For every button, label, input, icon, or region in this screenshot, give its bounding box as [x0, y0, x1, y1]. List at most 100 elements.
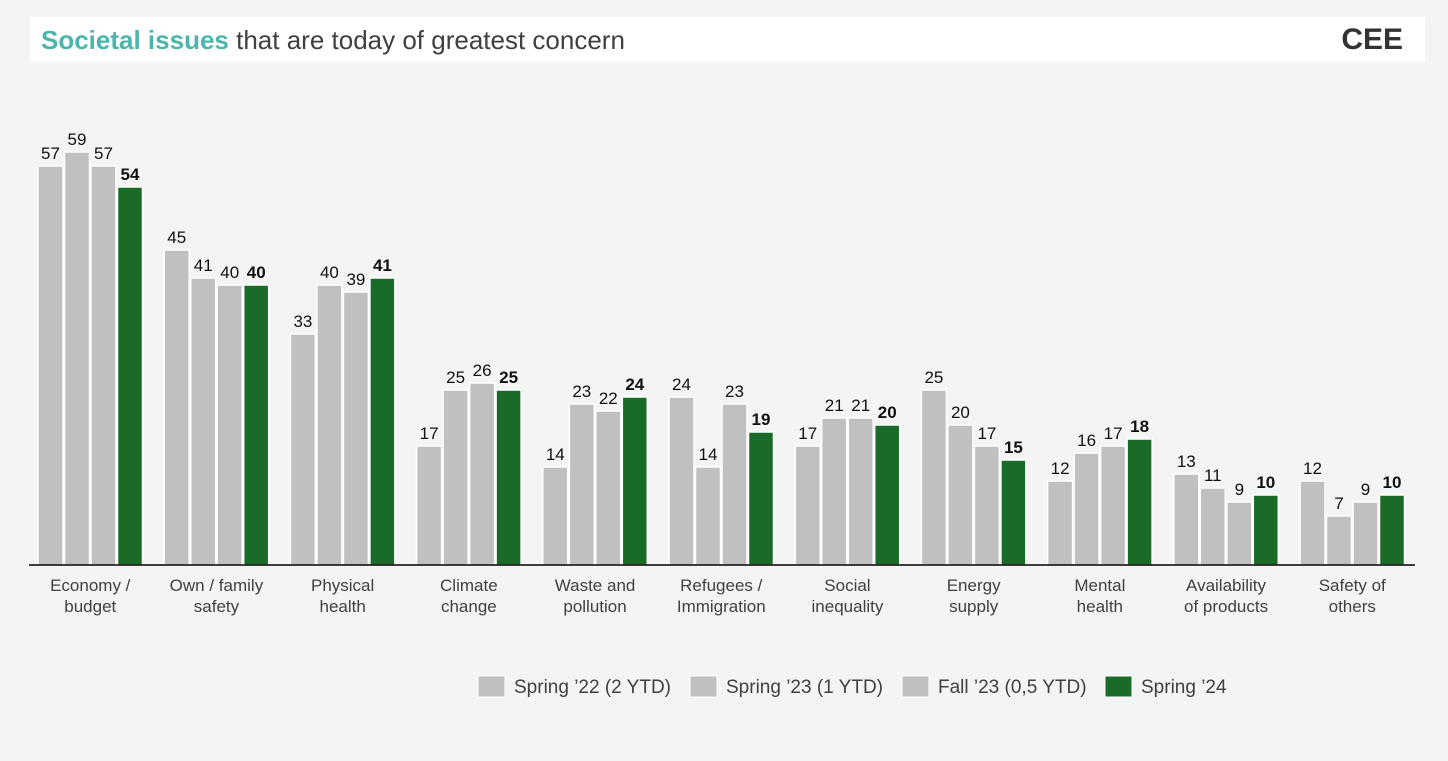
data-label: 33: [293, 312, 312, 331]
data-label: 7: [1334, 494, 1343, 513]
data-label: 39: [346, 270, 365, 289]
bar: [1173, 473, 1200, 566]
data-label: 24: [625, 375, 644, 394]
bar: [847, 417, 874, 566]
bar: [694, 466, 722, 566]
data-label: 17: [798, 424, 817, 443]
data-label: 19: [752, 410, 771, 429]
bar: [495, 389, 522, 566]
category-label: safety: [194, 597, 240, 616]
legend-label: Spring ’22 (2 YTD): [514, 677, 671, 698]
bar: [37, 165, 64, 566]
bar: [873, 424, 901, 566]
bar: [621, 396, 649, 566]
data-label: 12: [1303, 459, 1322, 478]
data-label: 59: [68, 130, 87, 149]
data-label: 14: [699, 445, 718, 464]
bar: [1199, 487, 1227, 566]
legend-swatch: [689, 675, 718, 698]
category-label: budget: [64, 597, 116, 616]
bar: [1000, 459, 1027, 566]
bar: [1378, 494, 1406, 566]
data-label: 9: [1361, 480, 1370, 499]
bar: [1099, 445, 1127, 566]
bar: [747, 431, 775, 566]
bar: [568, 403, 596, 566]
bar: [820, 417, 848, 566]
category-label: inequality: [812, 597, 884, 616]
data-label: 17: [420, 424, 439, 443]
data-label: 15: [1004, 438, 1023, 457]
data-label: 20: [878, 403, 897, 422]
bar: [721, 403, 748, 566]
data-label: 11: [1204, 466, 1222, 485]
data-label: 25: [446, 368, 465, 387]
bar: [973, 445, 1001, 566]
data-label: 10: [1256, 473, 1275, 492]
category-label: Energy: [947, 576, 1001, 595]
bar: [216, 284, 243, 566]
bar: [63, 151, 91, 566]
data-label: 24: [672, 375, 691, 394]
category-label: others: [1329, 597, 1376, 616]
region-label: CEE: [1341, 23, 1403, 56]
data-label: 13: [1177, 452, 1196, 471]
bar: [242, 284, 270, 566]
data-label: 25: [499, 368, 518, 387]
title-highlight: Societal issues: [41, 25, 229, 55]
data-label: 22: [599, 389, 618, 408]
bar: [794, 445, 821, 566]
data-label: 57: [41, 144, 60, 163]
category-label: Availability: [1186, 576, 1267, 595]
data-label: 41: [373, 256, 392, 275]
category-label: Social: [824, 576, 870, 595]
legend-label: Fall ’23 (0,5 YTD): [938, 677, 1087, 698]
bar: [1226, 501, 1253, 566]
legend-swatch: [901, 675, 930, 698]
bar: [90, 165, 117, 566]
category-label: Own / family: [170, 576, 264, 595]
bar: [1352, 501, 1379, 566]
data-label: 14: [546, 445, 565, 464]
bar: [163, 249, 190, 566]
category-label: Refugees /: [680, 576, 762, 595]
data-label: 41: [194, 256, 213, 275]
chart-title: Societal issues that are today of greate…: [41, 25, 625, 56]
legend-label: Spring ’23 (1 YTD): [726, 677, 883, 698]
category-label: Waste and: [555, 576, 636, 595]
data-label: 17: [977, 424, 996, 443]
category-label: Economy /: [50, 576, 131, 595]
data-label: 25: [924, 368, 943, 387]
category-label: health: [1077, 597, 1123, 616]
legend-label: Spring ’24: [1141, 677, 1227, 698]
data-label: 21: [825, 396, 844, 415]
bar: [1046, 480, 1074, 566]
category-label: supply: [949, 597, 999, 616]
bar: [595, 410, 622, 566]
category-label: of products: [1184, 597, 1268, 616]
bar: [1073, 452, 1100, 566]
category-label: Climate: [440, 576, 498, 595]
bar: [116, 186, 144, 566]
data-label: 57: [94, 144, 113, 163]
legend-swatch: [477, 675, 506, 698]
bar: [1325, 515, 1353, 566]
data-label: 40: [247, 263, 266, 282]
bar: [542, 466, 569, 566]
legend-swatch: [1104, 675, 1133, 698]
data-label: 26: [473, 361, 492, 380]
data-label: 54: [121, 165, 140, 184]
title-bar: Societal issues that are today of greate…: [30, 17, 1425, 62]
category-label: Physical: [311, 576, 374, 595]
bar: [1126, 438, 1153, 566]
category-label: Mental: [1074, 576, 1125, 595]
bar: [289, 333, 317, 566]
category-label: Immigration: [677, 597, 766, 616]
bar: [342, 291, 370, 566]
data-label: 16: [1077, 431, 1096, 450]
category-label: change: [441, 597, 497, 616]
category-label: Safety of: [1319, 576, 1386, 595]
bar: [947, 424, 974, 566]
data-label: 9: [1235, 480, 1244, 499]
